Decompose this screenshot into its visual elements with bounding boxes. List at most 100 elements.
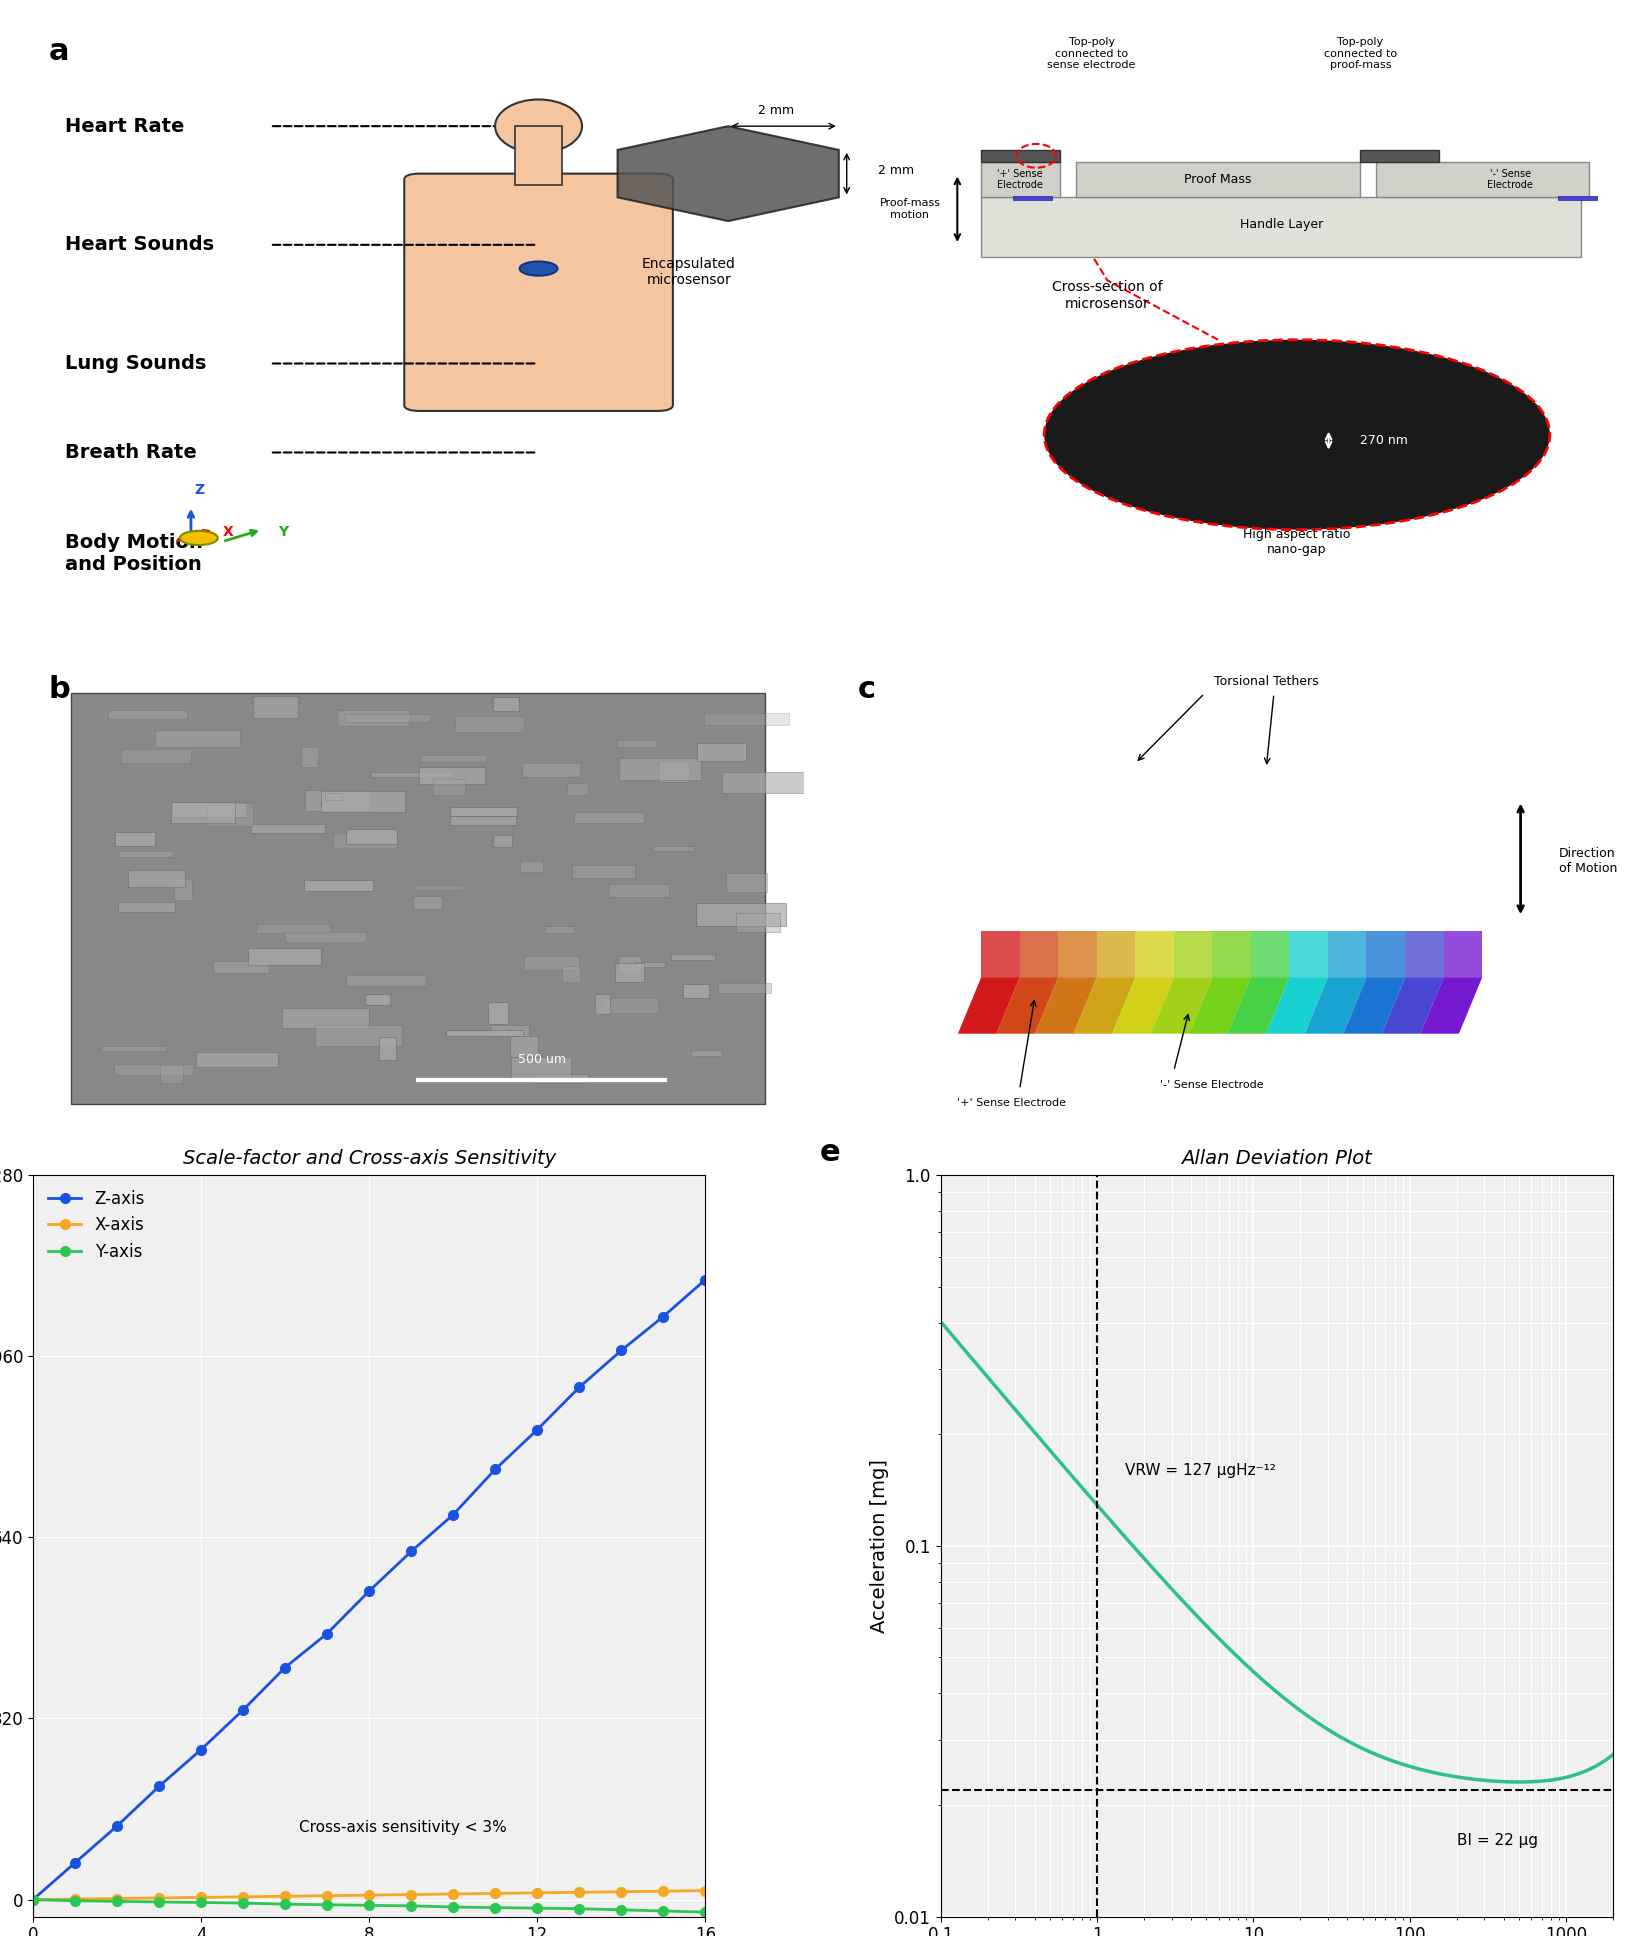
FancyBboxPatch shape [420,767,486,784]
FancyBboxPatch shape [171,802,235,823]
X-axis [23,1888,43,1911]
FancyBboxPatch shape [487,1003,509,1024]
FancyBboxPatch shape [563,966,579,982]
Y-axis [191,1891,211,1915]
FancyBboxPatch shape [492,697,518,711]
FancyBboxPatch shape [683,983,709,999]
FancyBboxPatch shape [545,925,574,933]
Text: Cross-section of
microsensor: Cross-section of microsensor [1052,281,1162,310]
FancyBboxPatch shape [365,993,390,1005]
FancyBboxPatch shape [207,803,253,825]
Line: Y-axis: Y-axis [28,1895,709,1917]
Text: Top-poly
connected to
sense electrode: Top-poly connected to sense electrode [1047,37,1136,70]
FancyBboxPatch shape [594,993,611,1014]
Polygon shape [1406,931,1444,978]
Z-axis [318,1622,337,1646]
Text: 2 mm: 2 mm [757,105,793,118]
FancyBboxPatch shape [415,885,463,891]
Polygon shape [1328,931,1366,978]
Text: Encapsulated
microsensor: Encapsulated microsensor [642,257,736,287]
FancyBboxPatch shape [346,829,397,844]
Polygon shape [1251,931,1289,978]
FancyBboxPatch shape [981,197,1582,257]
FancyBboxPatch shape [379,1038,397,1059]
FancyBboxPatch shape [736,912,780,931]
Text: Lung Sounds: Lung Sounds [64,354,206,374]
X-axis [443,1882,463,1905]
Text: Cross-axis sensitivity < 3%: Cross-axis sensitivity < 3% [300,1820,507,1835]
Z-axis [611,1340,630,1363]
FancyBboxPatch shape [494,834,512,846]
FancyBboxPatch shape [173,879,191,900]
FancyBboxPatch shape [510,1036,538,1057]
X-axis [611,1880,630,1903]
FancyBboxPatch shape [1012,196,1052,199]
FancyBboxPatch shape [128,869,184,887]
Text: e: e [820,1138,839,1167]
FancyBboxPatch shape [698,743,746,761]
Z-axis [443,1502,463,1526]
FancyBboxPatch shape [1076,163,1360,197]
Text: 2 mm: 2 mm [879,165,915,176]
X-axis [359,1884,379,1907]
FancyBboxPatch shape [449,817,515,825]
FancyBboxPatch shape [119,902,174,912]
FancyBboxPatch shape [454,716,523,732]
Y-axis [234,1891,253,1915]
Polygon shape [1305,978,1366,1034]
Z-axis [107,1814,127,1837]
Text: Z: Z [194,484,204,498]
FancyBboxPatch shape [696,904,785,925]
Z-axis [402,1539,421,1562]
Z-axis [696,1268,716,1291]
Text: X: X [222,525,234,538]
FancyBboxPatch shape [566,784,588,796]
FancyBboxPatch shape [672,954,716,960]
Polygon shape [617,126,839,221]
FancyBboxPatch shape [617,956,640,974]
Text: Proof Mass: Proof Mass [1185,172,1251,186]
X-axis [527,1882,546,1905]
X-axis [150,1886,170,1909]
X-axis [275,1884,295,1907]
Text: Heart Rate: Heart Rate [64,116,184,136]
FancyBboxPatch shape [344,714,430,722]
Y-axis [527,1897,546,1921]
Y-axis [402,1893,421,1917]
FancyBboxPatch shape [981,163,1060,197]
Z-axis [150,1775,170,1799]
Text: Body Motion
and Position: Body Motion and Position [64,532,202,573]
FancyBboxPatch shape [1360,149,1439,163]
FancyBboxPatch shape [155,730,240,747]
X-axis [66,1888,86,1911]
FancyBboxPatch shape [451,807,517,817]
Z-axis [191,1739,211,1762]
Z-axis [527,1419,546,1442]
Text: High aspect ratio
nano-gap: High aspect ratio nano-gap [1243,527,1351,556]
Polygon shape [1266,978,1328,1034]
Y-axis [486,1895,505,1919]
FancyBboxPatch shape [718,983,772,993]
Text: '-' Sense Electrode: '-' Sense Electrode [1160,1080,1264,1090]
FancyBboxPatch shape [281,1009,369,1028]
Polygon shape [1151,978,1211,1034]
Circle shape [1044,339,1551,530]
Polygon shape [958,978,1019,1034]
Y-axis [653,1899,673,1922]
Z-axis [653,1305,673,1328]
Z-axis [23,1888,43,1911]
FancyBboxPatch shape [658,761,688,782]
FancyBboxPatch shape [433,778,464,796]
Polygon shape [1096,931,1136,978]
FancyBboxPatch shape [324,794,342,800]
Text: 500 um: 500 um [517,1053,566,1067]
FancyBboxPatch shape [574,811,644,823]
Bar [515,126,563,186]
FancyBboxPatch shape [533,1074,588,1084]
Text: Y: Y [278,525,288,538]
FancyBboxPatch shape [522,763,579,776]
FancyBboxPatch shape [405,174,673,410]
Text: a: a [49,37,69,66]
FancyBboxPatch shape [196,1051,278,1067]
FancyBboxPatch shape [332,832,397,848]
